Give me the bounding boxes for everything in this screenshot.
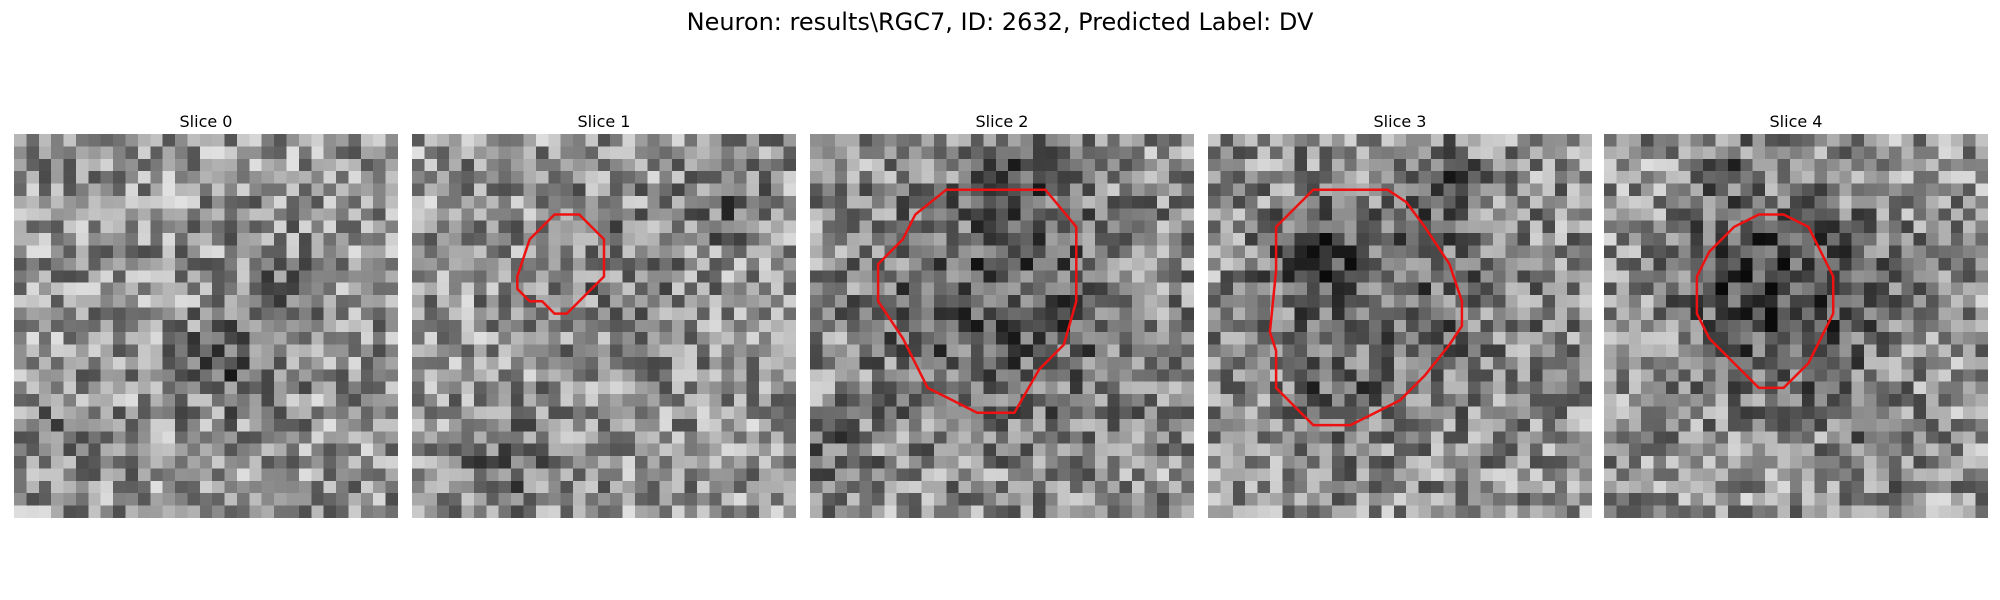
roi-contour (1695, 213, 1835, 390)
roi-contour (1268, 188, 1464, 427)
slice-image (810, 134, 1194, 518)
slice-panel-0: Slice 0 (14, 110, 398, 518)
slice-title: Slice 0 (179, 112, 233, 131)
slice-image (1604, 134, 1988, 518)
slice-image (1208, 134, 1592, 518)
slice-image (14, 134, 398, 518)
roi-contour (876, 188, 1078, 414)
slice-title: Slice 2 (975, 112, 1029, 131)
slice-title: Slice 1 (577, 112, 631, 131)
slice-image (412, 134, 796, 518)
slice-title: Slice 3 (1373, 112, 1427, 131)
figure-title: Neuron: results\RGC7, ID: 2632, Predicte… (686, 8, 1314, 36)
slice-panel-2: Slice 2 (810, 110, 1194, 518)
roi-contour (516, 213, 606, 315)
slice-title: Slice 4 (1769, 112, 1823, 131)
slice-panel-4: Slice 4 (1604, 110, 1988, 518)
slice-panel-3: Slice 3 (1208, 110, 1592, 518)
slice-panel-1: Slice 1 (412, 110, 796, 518)
